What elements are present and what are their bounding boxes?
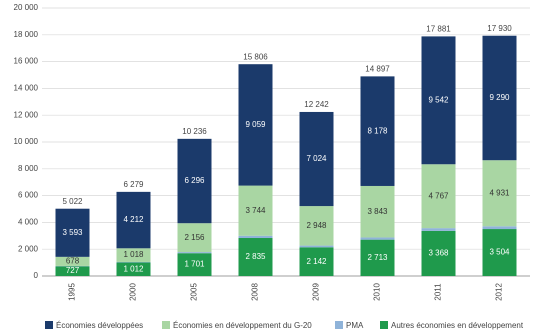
value-label: 2 948 bbox=[306, 221, 327, 230]
bar-segment bbox=[421, 228, 456, 231]
value-label: 2 142 bbox=[306, 257, 327, 266]
y-tick-label: 6 000 bbox=[18, 191, 39, 200]
value-label: 2 156 bbox=[184, 233, 205, 242]
bar-segment bbox=[238, 238, 273, 276]
bar-segment bbox=[55, 256, 90, 266]
y-tick-label: 10 000 bbox=[14, 137, 39, 146]
bar-segment bbox=[421, 230, 456, 276]
bar-segment bbox=[360, 239, 395, 276]
legend-label: PMA bbox=[346, 321, 364, 330]
legend-label: Économies en développement du G-20 bbox=[173, 321, 312, 330]
bar-segment bbox=[177, 252, 212, 254]
bar-segment bbox=[299, 206, 334, 246]
value-label: 6 296 bbox=[184, 176, 205, 185]
x-tick-label: 2009 bbox=[312, 283, 321, 301]
y-tick-label: 18 000 bbox=[14, 30, 39, 39]
value-label: 4 212 bbox=[123, 215, 144, 224]
value-label: 7 024 bbox=[306, 154, 327, 163]
total-label: 14 897 bbox=[365, 64, 390, 73]
legend-swatch bbox=[380, 321, 388, 329]
y-tick-label: 20 000 bbox=[14, 3, 39, 12]
y-tick-label: 0 bbox=[34, 271, 39, 280]
bar-segment bbox=[360, 76, 395, 186]
bar-segment bbox=[177, 253, 212, 276]
total-label: 10 236 bbox=[182, 127, 207, 136]
value-label: 9 542 bbox=[428, 95, 449, 104]
legend-label: Économies développées bbox=[56, 321, 143, 330]
x-tick-label: 2008 bbox=[251, 283, 260, 301]
total-label: 5 022 bbox=[62, 197, 83, 206]
bar-segment bbox=[116, 248, 151, 262]
x-tick-label: 2011 bbox=[434, 283, 443, 301]
value-label: 9 290 bbox=[489, 93, 510, 102]
value-label: 9 059 bbox=[245, 120, 266, 129]
y-tick-label: 14 000 bbox=[14, 84, 39, 93]
bar-segment bbox=[482, 229, 517, 276]
value-label: 727 bbox=[66, 266, 80, 275]
value-label: 3 593 bbox=[62, 228, 83, 237]
bar-segment bbox=[55, 266, 90, 276]
bar-segment bbox=[238, 235, 273, 239]
value-label: 678 bbox=[66, 257, 80, 266]
x-tick-label: 2000 bbox=[129, 283, 138, 301]
legend-label: Autres économies en développement bbox=[391, 321, 524, 330]
y-tick-label: 4 000 bbox=[18, 218, 39, 227]
x-tick-label: 2012 bbox=[495, 283, 504, 301]
value-label: 1 018 bbox=[123, 250, 144, 259]
bar-segment bbox=[299, 245, 334, 248]
y-tick-label: 2 000 bbox=[18, 244, 39, 253]
x-tick-label: 1995 bbox=[68, 283, 77, 301]
value-label: 3 843 bbox=[367, 207, 388, 216]
total-label: 12 242 bbox=[304, 100, 329, 109]
total-label: 15 806 bbox=[243, 52, 268, 61]
total-label: 6 279 bbox=[123, 180, 144, 189]
bar-segment bbox=[238, 64, 273, 186]
legend-swatch bbox=[162, 321, 170, 329]
bar-segment bbox=[360, 185, 395, 238]
bar-segment bbox=[421, 164, 456, 229]
value-label: 2 835 bbox=[245, 252, 266, 261]
total-label: 17 881 bbox=[426, 25, 451, 34]
value-label: 1 701 bbox=[184, 260, 205, 269]
y-tick-label: 16 000 bbox=[14, 57, 39, 66]
y-tick-label: 8 000 bbox=[18, 164, 39, 173]
bar-segment bbox=[299, 247, 334, 276]
bar-segment bbox=[116, 191, 151, 249]
legend-swatch bbox=[45, 321, 53, 329]
value-label: 1 012 bbox=[123, 264, 144, 273]
bar-segment bbox=[299, 111, 334, 207]
y-tick-label: 12 000 bbox=[14, 110, 39, 119]
bar-segment bbox=[55, 208, 90, 257]
bar-segment bbox=[360, 237, 395, 240]
value-label: 2 713 bbox=[367, 253, 388, 262]
x-tick-label: 2010 bbox=[373, 283, 382, 301]
bar-segment bbox=[238, 185, 273, 236]
value-label: 3 504 bbox=[489, 248, 510, 257]
bar-segment bbox=[482, 35, 517, 161]
value-label: 8 178 bbox=[367, 126, 388, 135]
value-label: 4 931 bbox=[489, 188, 510, 197]
bar-segment bbox=[421, 36, 456, 165]
value-label: 3 368 bbox=[428, 249, 449, 258]
value-label: 3 744 bbox=[245, 206, 266, 215]
bar-segment bbox=[482, 160, 517, 227]
value-label: 4 767 bbox=[428, 191, 449, 200]
legend-swatch bbox=[335, 321, 343, 329]
bar-segment bbox=[116, 262, 151, 276]
x-tick-label: 2005 bbox=[190, 283, 199, 301]
bar-segment bbox=[177, 223, 212, 253]
bar-segment bbox=[482, 226, 517, 230]
total-label: 17 930 bbox=[487, 24, 512, 33]
bar-segment bbox=[177, 138, 212, 224]
